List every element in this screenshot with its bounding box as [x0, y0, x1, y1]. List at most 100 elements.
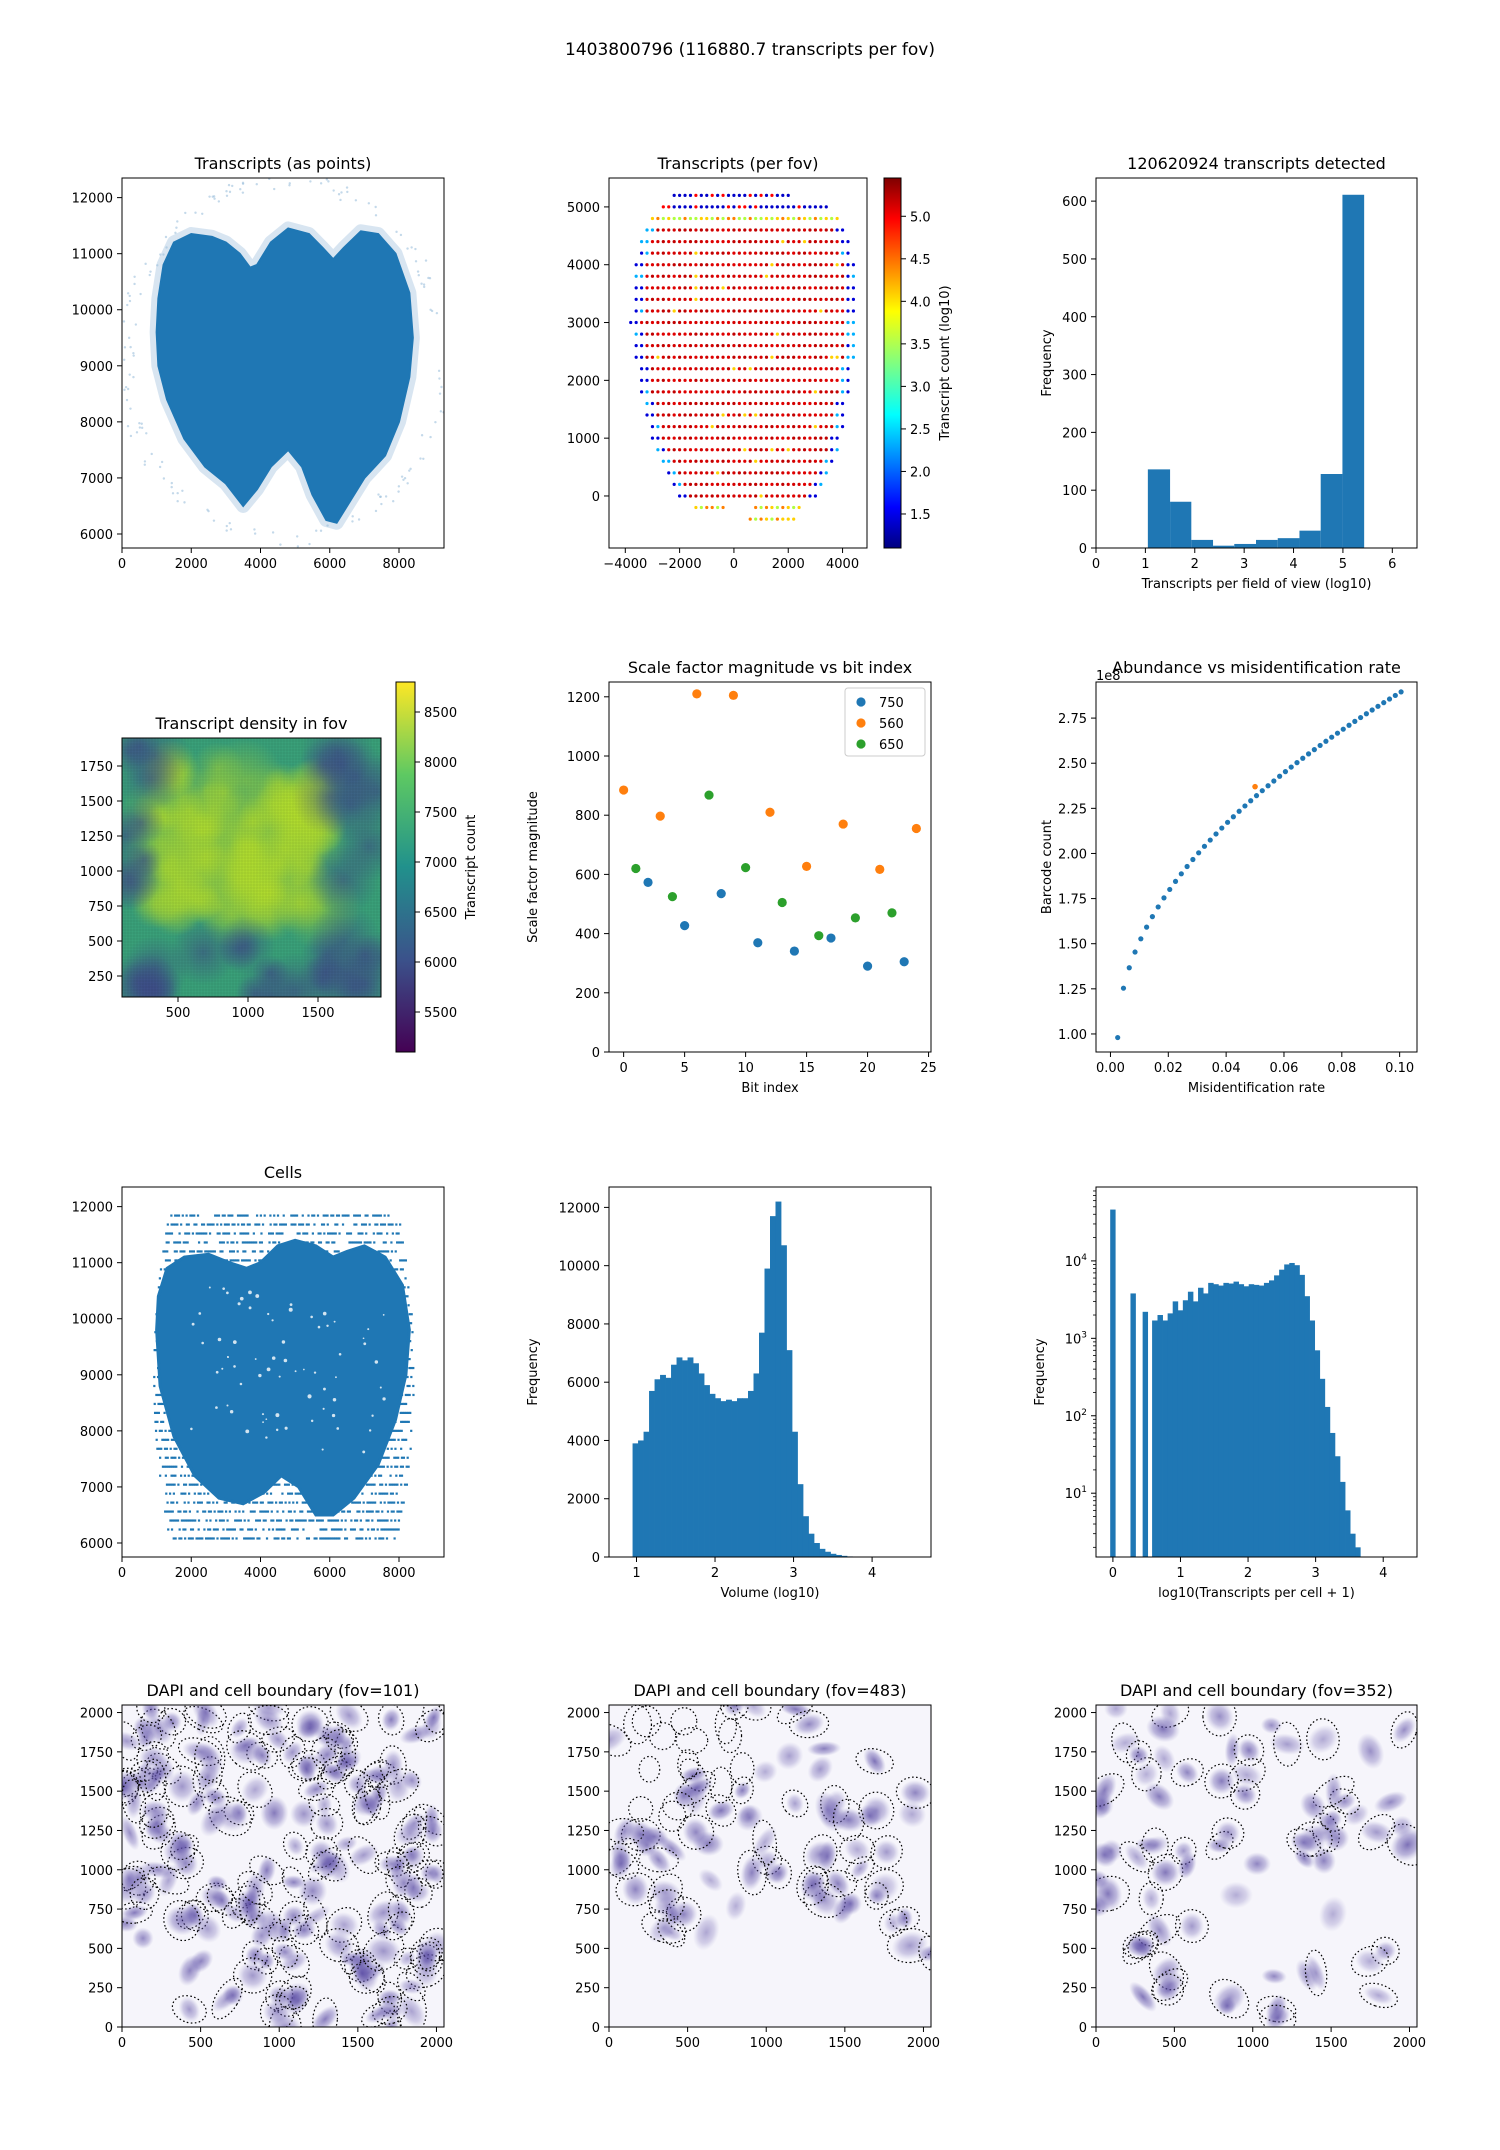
y-tick-label: 8000 [80, 1425, 113, 1440]
fov-point [726, 390, 731, 394]
cells-gap [275, 1428, 279, 1432]
x-tick-label: 6000 [313, 1566, 346, 1581]
cell-point [353, 1214, 356, 1217]
cell-point [220, 1519, 223, 1522]
fov-point [775, 263, 779, 267]
fov-point [694, 436, 698, 440]
fov-point [824, 401, 828, 406]
transcript-point [315, 529, 318, 532]
dapi-nucleus [335, 1835, 358, 1852]
fov-point [710, 413, 714, 417]
cells-gap [322, 1311, 327, 1316]
fov-point [797, 344, 801, 348]
transcript-point [160, 460, 164, 464]
fov-point [786, 297, 790, 302]
fov-point [737, 320, 741, 325]
transcript-point [408, 469, 411, 472]
fov-point [764, 286, 769, 290]
scatter-point-560 [692, 689, 702, 699]
cell-point [237, 1519, 241, 1522]
plot-area [629, 193, 856, 521]
fov-point [705, 193, 709, 197]
cell-point [223, 1501, 226, 1504]
fov-point [661, 309, 665, 313]
fov-point [650, 332, 655, 336]
cell-point [175, 1447, 178, 1450]
cell-point [394, 1519, 397, 1522]
fov-point [732, 401, 736, 406]
cell-point [358, 1510, 361, 1513]
fov-point [808, 494, 812, 498]
fov-point [846, 390, 850, 394]
cell-boundary [163, 1899, 201, 1942]
fov-point [678, 436, 682, 440]
cell-point [398, 1429, 401, 1432]
cell-point [403, 1286, 406, 1289]
cell-point [241, 1232, 244, 1235]
fov-point [764, 344, 769, 348]
fov-point [683, 205, 687, 209]
fov-point [748, 459, 752, 463]
cell-point [374, 1214, 377, 1217]
transcript-point [367, 202, 371, 205]
fov-point [645, 355, 649, 359]
transcript-point [279, 543, 282, 546]
fov-point [688, 344, 693, 348]
fov-point [846, 286, 850, 290]
fov-point [678, 251, 682, 255]
transcript-point [326, 524, 329, 527]
fov-point [683, 378, 687, 382]
cell-point [198, 1501, 202, 1504]
volume-bar [748, 1390, 754, 1557]
fov-point [808, 367, 812, 371]
fov-point [792, 494, 796, 498]
cell-point [184, 1537, 187, 1540]
cell-point [180, 1223, 183, 1226]
cell-point [365, 1483, 369, 1486]
cell-point [277, 1232, 280, 1235]
fov-point [732, 424, 736, 429]
fov-point [786, 193, 790, 197]
y-tick-label: 1200 [567, 691, 600, 706]
transcript-point [319, 182, 323, 185]
cell-point [389, 1259, 392, 1262]
fov-point [667, 390, 671, 394]
fov-point [694, 286, 698, 290]
cells-gap [382, 1314, 385, 1316]
cells-gap [233, 1365, 236, 1368]
fov-point [797, 239, 801, 244]
fov-point [808, 413, 812, 417]
x-tick-label: 1 [632, 1566, 640, 1581]
figure-title: 1403800796 (116880.7 transcripts per fov… [565, 40, 935, 60]
fov-point [699, 309, 703, 313]
cell-point [394, 1429, 398, 1432]
y-tick-label: 2000 [567, 1493, 600, 1508]
x-tick-label: 0.06 [1269, 1061, 1298, 1076]
cell-point [363, 1241, 366, 1244]
fov-point [754, 274, 758, 278]
cell-point [386, 1510, 390, 1513]
cell-point [241, 1528, 244, 1531]
x-tick-label: 0 [1092, 557, 1100, 572]
fov-point [764, 494, 769, 498]
fov-point [743, 320, 747, 325]
cell-point [183, 1510, 186, 1513]
fov-point [694, 413, 698, 417]
fov-point [775, 355, 779, 359]
fov-point [721, 355, 725, 359]
transcript-point [201, 212, 204, 215]
fov-point [705, 274, 709, 278]
abundance-point [1300, 755, 1306, 761]
fov-point [667, 378, 671, 382]
fov-point [694, 274, 698, 278]
fov-point [688, 355, 693, 359]
transcript-point [194, 211, 197, 214]
fov-point [786, 274, 790, 278]
volume-bar [643, 1431, 650, 1557]
fov-point [743, 413, 747, 417]
cell-point [400, 1474, 404, 1477]
cell-point [192, 1250, 195, 1253]
fov-point [792, 216, 796, 221]
axes-frame [121, 177, 445, 549]
